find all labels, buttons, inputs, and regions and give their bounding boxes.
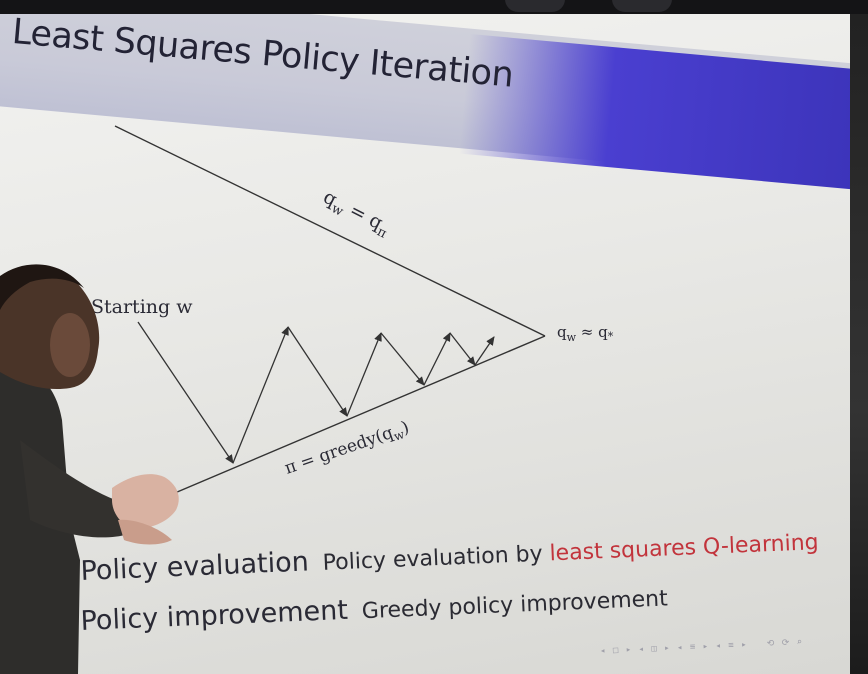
control-shape <box>505 0 565 12</box>
zigzag-arrow <box>380 332 425 386</box>
zigzag-arrow <box>449 332 476 366</box>
zigzag-arrow <box>346 332 382 417</box>
lower-line <box>129 335 546 513</box>
zigzag-arrow <box>474 336 495 366</box>
lower-line-label: π = greedy(qw) <box>282 417 412 480</box>
control-shape <box>612 0 672 12</box>
upper-line-label: qw = qπ <box>318 186 394 242</box>
video-top-bar <box>0 0 868 16</box>
start-label: Starting w <box>91 296 193 318</box>
zigzag-arrow <box>287 326 348 417</box>
zigzag-arrow <box>232 326 289 464</box>
screen-edge <box>850 14 868 674</box>
start-arrow <box>137 321 234 464</box>
upper-line <box>114 125 546 337</box>
convergence-label: qw ≈ q* <box>557 323 614 344</box>
zigzag-arrow <box>423 332 451 386</box>
projected-slide: Least Squares Policy Iteration <box>0 14 850 674</box>
